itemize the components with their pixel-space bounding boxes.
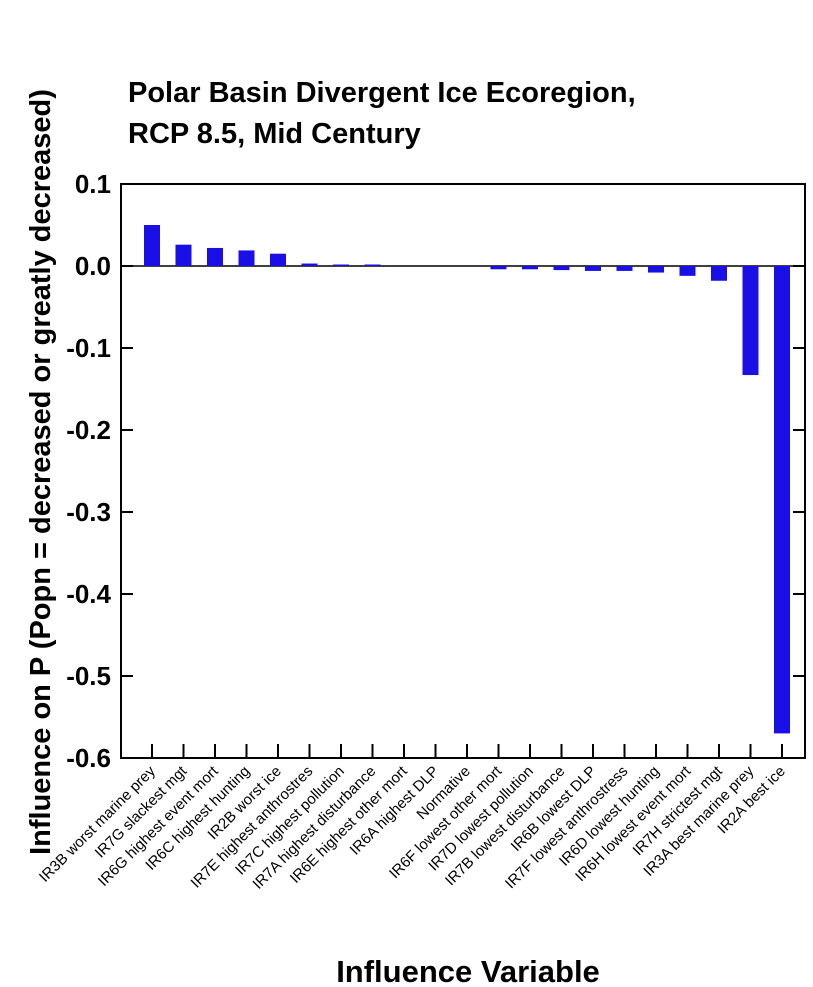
bar	[490, 266, 507, 270]
bar	[333, 264, 349, 266]
bar	[175, 244, 192, 266]
bar	[238, 250, 255, 266]
bar	[616, 266, 633, 271]
bar	[742, 266, 759, 376]
x-axis-label: Influence Variable	[336, 954, 600, 987]
bar	[207, 247, 223, 266]
bar	[144, 225, 160, 266]
y-tick-label: 0.1	[75, 169, 111, 199]
chart-title-line-1: Polar Basin Divergent Ice Ecoregion,	[128, 77, 636, 109]
bar	[774, 266, 790, 734]
y-tick-label: -0.6	[66, 743, 111, 773]
bar	[364, 264, 381, 266]
y-tick-label: -0.1	[66, 333, 111, 363]
bar	[270, 253, 286, 266]
y-tick-label: -0.2	[66, 415, 111, 445]
bar	[648, 266, 664, 273]
bar	[553, 266, 570, 271]
bar	[522, 266, 538, 270]
plot-frame	[120, 183, 806, 759]
y-tick-label: -0.3	[66, 497, 111, 527]
y-tick-label: -0.5	[66, 661, 111, 691]
y-tick-label: -0.4	[66, 579, 111, 609]
y-axis-label: Influence on P (Popn = decreased or grea…	[25, 89, 57, 855]
bar	[679, 266, 696, 276]
bar	[711, 266, 727, 281]
bar	[585, 266, 601, 271]
bar	[301, 263, 318, 266]
chart-title-line-2: RCP 8.5, Mid Century	[128, 118, 421, 150]
y-tick-label: 0.0	[75, 251, 111, 281]
